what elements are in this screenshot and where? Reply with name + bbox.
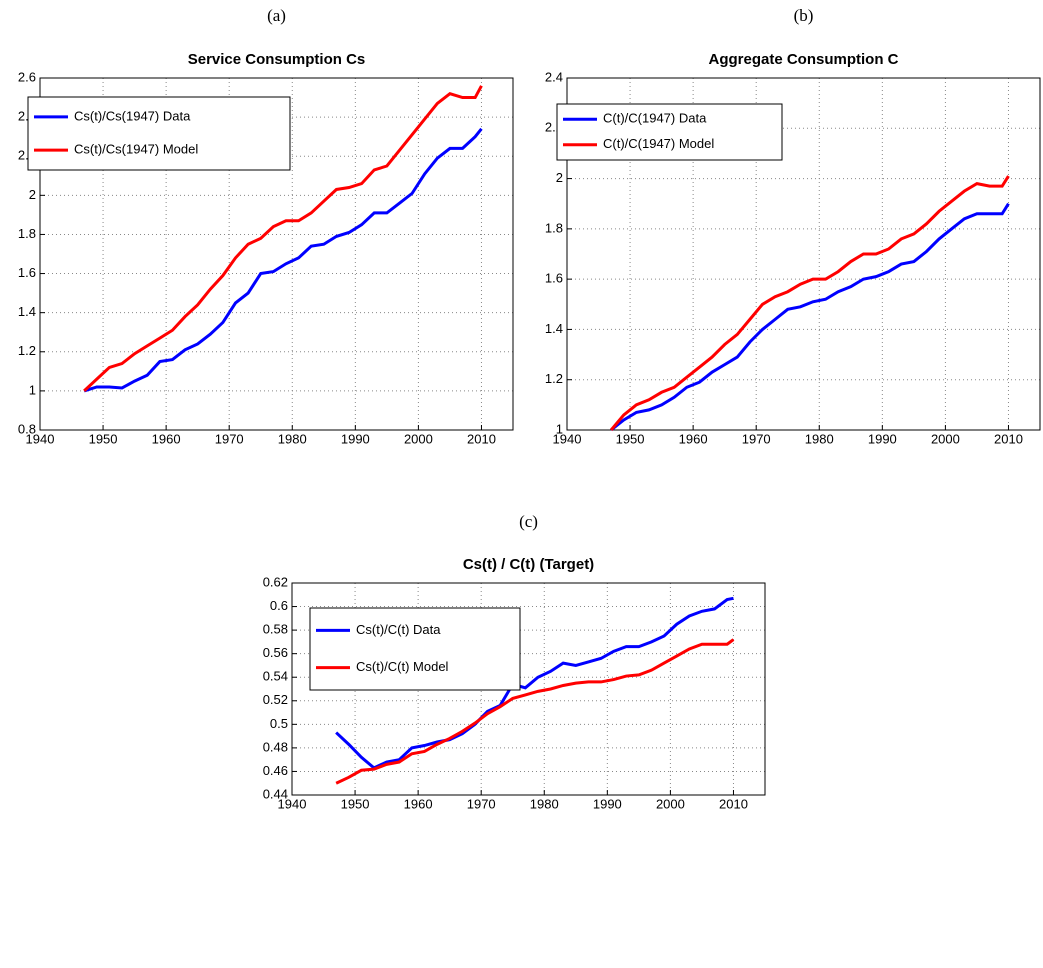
y-tick-label: 0.56 xyxy=(263,645,288,660)
y-tick-label: 2 xyxy=(29,187,36,202)
x-tick-label: 1940 xyxy=(278,796,307,811)
y-tick-label: 0.6 xyxy=(270,598,288,613)
x-tick-label: 1980 xyxy=(278,431,307,446)
y-tick-label: 0.62 xyxy=(263,574,288,589)
y-tick-label: 2.4 xyxy=(545,69,563,84)
data-line xyxy=(83,127,483,393)
data-line xyxy=(335,596,734,770)
legend-box xyxy=(27,96,291,171)
y-tick-label: 2 xyxy=(556,170,563,185)
panel-label: (a) xyxy=(267,6,286,25)
legend-label: Cs(t)/Cs(1947) Model xyxy=(74,142,198,157)
y-tick-label: 1 xyxy=(556,421,563,436)
data-line xyxy=(610,202,1010,432)
y-tick-label: 1.6 xyxy=(18,265,36,280)
x-tick-label: 2000 xyxy=(931,431,960,446)
x-tick-label: 1990 xyxy=(593,796,622,811)
legend-label: Cs(t)/C(t) Model xyxy=(356,659,449,674)
y-tick-label: 2.6 xyxy=(18,69,36,84)
chart-title: Aggregate Consumption C xyxy=(709,51,899,68)
legend-label: C(t)/C(1947) Model xyxy=(603,136,714,151)
legend-box xyxy=(309,607,521,691)
y-tick-label: 1.4 xyxy=(18,304,36,319)
x-tick-label: 1970 xyxy=(742,431,771,446)
x-tick-label: 1940 xyxy=(553,431,582,446)
subplot: (c) Cs(t) / C(t) (Target) 1940 1950 1960 1970… xyxy=(263,512,766,811)
x-tick-label: 2010 xyxy=(467,431,496,446)
y-tick-label: 0.54 xyxy=(263,669,288,684)
legend: Cs(t)/C(t) Data Cs(t)/C(t) Model xyxy=(309,607,521,691)
y-tick-label: 1.2 xyxy=(18,343,36,358)
x-tick-label: 2000 xyxy=(404,431,433,446)
x-tick-label: 1980 xyxy=(530,796,559,811)
y-tick-label: 0.52 xyxy=(263,692,288,707)
x-tick-label: 1970 xyxy=(215,431,244,446)
data-line xyxy=(609,175,1010,431)
x-tick-label: 2010 xyxy=(719,796,748,811)
y-tick-label: 1 xyxy=(29,382,36,397)
x-tick-label: 1970 xyxy=(467,796,496,811)
x-tick-label: 2000 xyxy=(656,796,685,811)
legend-box xyxy=(556,103,783,161)
legend-label: Cs(t)/Cs(1947) Data xyxy=(74,108,191,123)
y-tick-label: 1.6 xyxy=(545,271,563,286)
data-line xyxy=(83,85,483,392)
y-tick-label: 1.2 xyxy=(545,371,563,386)
y-tick-label: 0.5 xyxy=(270,716,288,731)
subplot: (a) Service Consumption Cs 1940 1950 1960 197… xyxy=(18,6,514,446)
legend-label: C(t)/C(1947) Data xyxy=(603,111,707,126)
legend: C(t)/C(1947) Data C(t)/C(1947) Model xyxy=(556,103,783,161)
x-tick-label: 1990 xyxy=(341,431,370,446)
legend: Cs(t)/Cs(1947) Data Cs(t)/Cs(1947) Model xyxy=(27,96,291,171)
x-tick-label: 1940 xyxy=(26,431,55,446)
axes-box xyxy=(39,77,514,431)
x-tick-label: 2010 xyxy=(994,431,1023,446)
y-tick-label: 1.4 xyxy=(545,321,563,336)
x-tick-label: 1960 xyxy=(679,431,708,446)
x-tick-label: 1950 xyxy=(89,431,118,446)
legend-label: Cs(t)/C(t) Data xyxy=(356,622,441,637)
x-tick-label: 1990 xyxy=(868,431,897,446)
chart-title: Service Consumption Cs xyxy=(188,51,366,68)
panel-label: (c) xyxy=(519,512,538,531)
panel-label: (b) xyxy=(794,6,814,25)
axes-box xyxy=(291,582,766,796)
y-tick-label: 0.44 xyxy=(263,786,288,801)
x-tick-label: 1950 xyxy=(341,796,370,811)
x-tick-label: 1960 xyxy=(404,796,433,811)
data-line xyxy=(335,638,735,785)
y-tick-label: 0.46 xyxy=(263,763,288,778)
chart-title: Cs(t) / C(t) (Target) xyxy=(463,556,594,573)
y-tick-label: 0.8 xyxy=(18,421,36,436)
x-tick-label: 1950 xyxy=(616,431,645,446)
x-tick-label: 1980 xyxy=(805,431,834,446)
y-tick-label: 0.48 xyxy=(263,739,288,754)
x-tick-label: 1960 xyxy=(152,431,181,446)
subplot: (b) Aggregate Consumption C 1940 1950 1960 19… xyxy=(545,6,1041,446)
axes-box xyxy=(566,77,1041,431)
y-tick-label: 1.8 xyxy=(18,226,36,241)
y-tick-label: 0.58 xyxy=(263,622,288,637)
y-tick-label: 1.8 xyxy=(545,220,563,235)
